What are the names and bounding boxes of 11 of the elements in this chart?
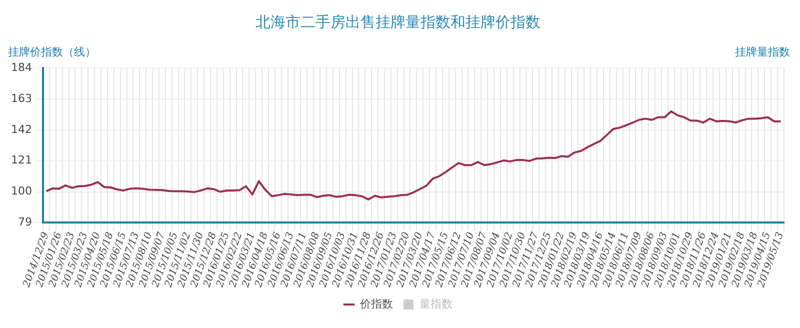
y-tick-label: 142 bbox=[10, 122, 32, 136]
y-tick-label: 163 bbox=[10, 92, 32, 105]
y2-axis-title: 挂牌量指数 bbox=[735, 45, 790, 58]
legend-label: 价指数 bbox=[359, 297, 393, 310]
y-axis-title: 挂牌价指数（线） bbox=[8, 45, 96, 58]
y-tick-label: 121 bbox=[10, 154, 32, 167]
chart-title: 北海市二手房出售挂牌量指数和挂牌价指数 bbox=[256, 12, 540, 31]
y-tick-label: 184 bbox=[10, 60, 32, 74]
legend-label: 量指数 bbox=[420, 297, 452, 310]
y-tick-label: 79 bbox=[18, 216, 32, 229]
y-tick-label: 100 bbox=[10, 184, 32, 198]
